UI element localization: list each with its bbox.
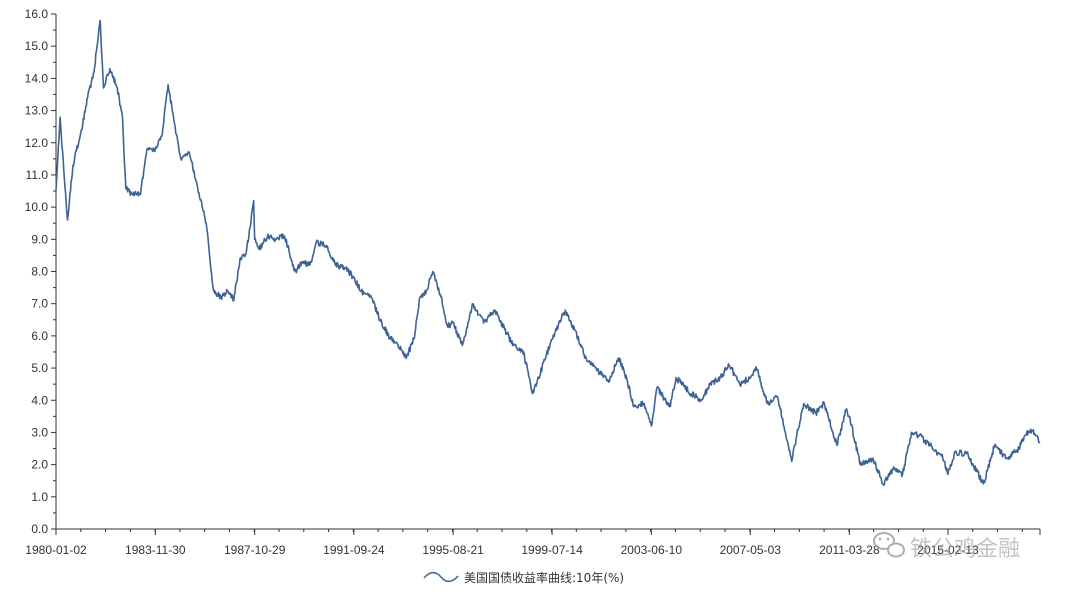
series-line-10y-yield [55,19,1041,486]
y-tick-label: 13.0 [25,104,49,118]
y-tick-label: 11.0 [26,168,49,182]
x-tick-label: 2007-05-03 [720,543,782,557]
y-tick-label: 15.0 [25,39,49,53]
legend-label: 美国国债收益率曲线:10年(%) [464,570,624,585]
x-tick-label: 2011-03-28 [819,543,880,557]
x-tick-label: 2015-02-13 [917,543,979,557]
x-tick-label: 1995-08-21 [422,543,484,557]
y-tick-label: 10.0 [25,200,49,214]
legend[interactable]: 美国国债收益率曲线:10年(%) [423,570,624,585]
y-tick-label: 0.0 [31,522,48,536]
series-layer [55,19,1041,486]
x-tick-label: 1983-11-30 [125,543,186,557]
y-tick-label: 7.0 [31,297,48,311]
x-tick-label: 2003-06-10 [621,543,683,557]
x-axis: 1980-01-02 1983-11-30 1987-10-29 1991-09-24… [25,528,1041,557]
watermark: 铁公鸡金融 [873,532,1020,562]
y-tick-label: 16.0 [25,7,49,21]
y-tick-label: 14.0 [25,71,49,85]
wechat-icon [873,532,905,558]
y-tick-label: 5.0 [31,361,48,375]
x-tick-label: 1987-10-29 [224,543,286,557]
y-tick-label: 12.0 [25,136,49,150]
y-tick-label: 1.0 [31,490,48,504]
y-axis: 0.0 1.0 2.0 3.0 4.0 5.0 6.0 7.0 8.0 9.0 10.0 11.0 12… [25,7,57,536]
watermark-text: 铁公鸡金融 [910,537,1020,562]
y-tick-label: 3.0 [31,425,48,439]
x-tick-label: 1980-01-02 [25,543,87,557]
y-tick-label: 4.0 [31,393,48,407]
x-tick-label: 1999-07-14 [521,543,583,557]
legend-line-swatch [423,571,459,583]
y-tick-label: 6.0 [31,329,48,343]
y-tick-label: 8.0 [31,265,48,279]
x-tick-label: 1991-09-24 [323,543,385,557]
y-tick-label: 9.0 [31,232,48,246]
y-tick-label: 2.0 [31,458,48,472]
